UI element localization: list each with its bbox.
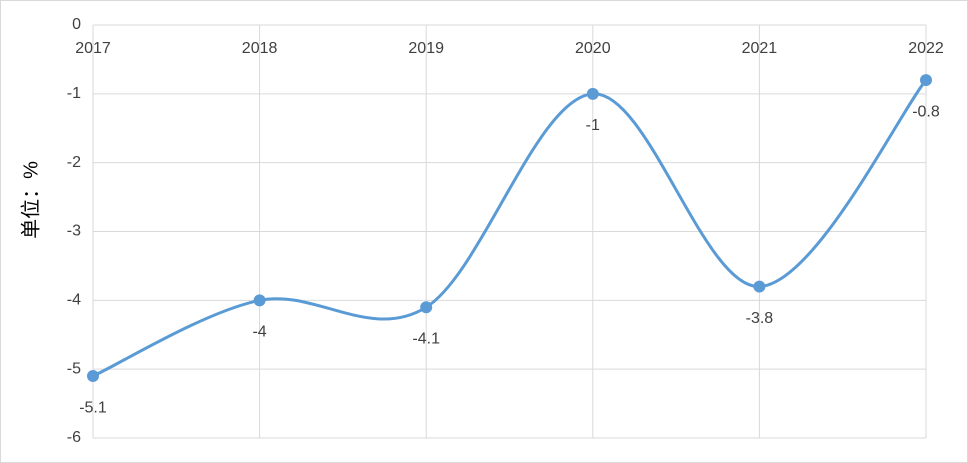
data-point	[920, 74, 932, 87]
x-tick-label: 2019	[408, 40, 444, 57]
data-point	[253, 294, 266, 307]
x-tick-label: 2022	[908, 40, 944, 57]
data-label: -3.8	[746, 310, 774, 327]
x-tick-label: 2020	[575, 40, 611, 57]
y-tick-label: -4	[67, 292, 81, 309]
data-label: -4.1	[412, 330, 440, 347]
y-axis-label: 单位：%	[19, 161, 42, 239]
x-tick-label: 2021	[742, 40, 778, 57]
data-point	[87, 370, 99, 383]
y-tick-label: -5	[67, 360, 81, 377]
data-point	[420, 301, 433, 314]
data-label: -4	[252, 324, 266, 341]
data-point	[753, 280, 766, 293]
y-tick-label: -3	[67, 223, 81, 240]
y-tick-label: 0	[72, 16, 81, 33]
data-point	[586, 87, 599, 100]
data-label: -5.1	[79, 399, 107, 416]
x-tick-label: 2017	[75, 40, 111, 57]
y-tick-label: -1	[67, 85, 81, 102]
y-tick-label: -2	[67, 154, 81, 171]
x-tick-label: 2018	[242, 40, 278, 57]
data-label: -1	[586, 117, 600, 134]
y-tick-label: -6	[67, 429, 81, 446]
data-label: -0.8	[912, 103, 940, 120]
